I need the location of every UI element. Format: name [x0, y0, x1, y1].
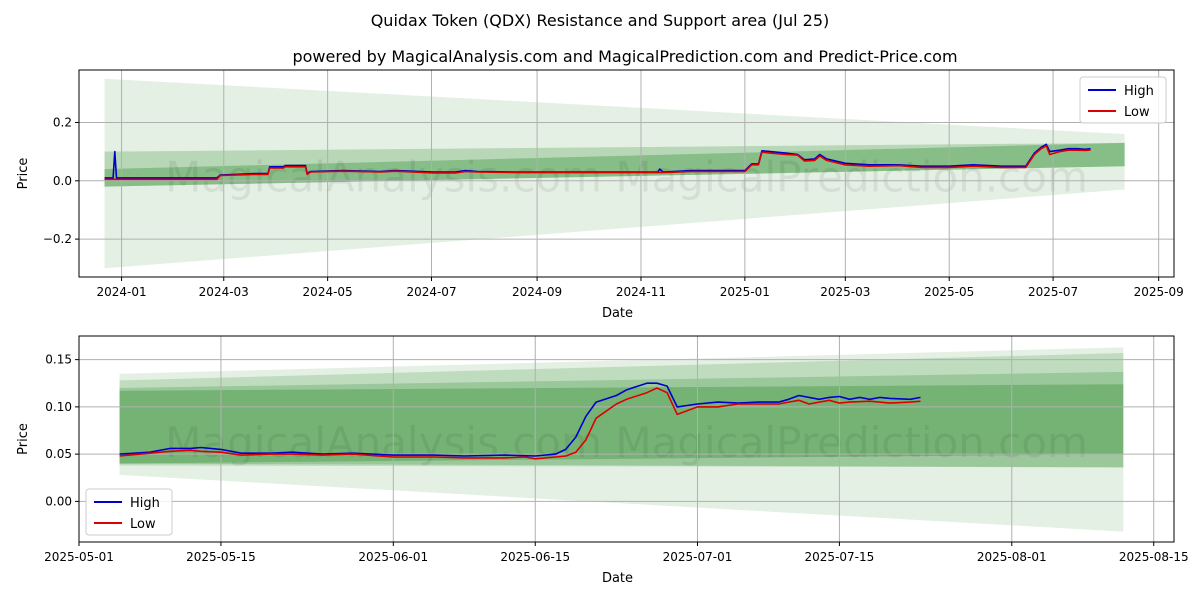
- chart-subtitle: powered by MagicalAnalysis.com and Magic…: [292, 47, 957, 66]
- watermark: MagicalAnalysis.com MagicalPrediction.co…: [165, 418, 1088, 467]
- watermark: MagicalAnalysis.com MagicalPrediction.co…: [165, 153, 1088, 202]
- band-3: [119, 384, 1124, 464]
- x-tick-label: 2025-05-01: [44, 550, 114, 564]
- legend: High Low: [85, 488, 173, 536]
- x-tick-label: 2024-07: [406, 285, 456, 299]
- series-low-line: [119, 387, 921, 460]
- x-tick-label: 2024-09: [512, 285, 562, 299]
- band-2: [119, 371, 1124, 468]
- x-tick-label: 2025-08-01: [977, 550, 1047, 564]
- x-tick-label: 2025-07: [1028, 285, 1078, 299]
- legend-label-high: High: [130, 496, 160, 511]
- x-tick-label: 2025-07-15: [805, 550, 875, 564]
- x-tick-label: 2025-09: [1134, 285, 1184, 299]
- y-tick-label: 0.05: [45, 447, 72, 461]
- band-1: [104, 142, 1125, 187]
- plot-area: MagicalAnalysis.com MagicalPrediction.co…: [79, 70, 1174, 277]
- x-tick-label: 2024-11: [616, 285, 666, 299]
- legend-label-high: High: [1124, 84, 1154, 99]
- x-tick-label: 2025-08-15: [1119, 550, 1189, 564]
- axes-frame: [78, 335, 1175, 543]
- series-high-line: [119, 382, 921, 457]
- x-tick-label: 2024-05: [303, 285, 353, 299]
- band-0: [104, 78, 1125, 269]
- x-tick-label: 2025-05-15: [186, 550, 256, 564]
- x-tick-label: 2025-06-01: [358, 550, 428, 564]
- x-tick-label: 2024-03: [199, 285, 249, 299]
- y-tick-label: 0.15: [45, 353, 72, 367]
- band-0: [119, 347, 1124, 532]
- x-axis-label: Date: [602, 306, 633, 321]
- y-tick-label: 0.10: [45, 400, 72, 414]
- y-tick-label: 0.00: [45, 494, 72, 508]
- legend-label-low: Low: [1124, 105, 1150, 120]
- x-tick-label: 2025-07-01: [663, 550, 733, 564]
- top-panel: MagicalAnalysis.com MagicalPrediction.co…: [16, 69, 1184, 321]
- x-tick-label: 2025-06-15: [500, 550, 570, 564]
- axes-frame: [78, 69, 1175, 278]
- x-tick-label: 2025-05: [924, 285, 974, 299]
- y-axis-label: Price: [16, 158, 31, 190]
- legend: High Low: [1079, 76, 1167, 124]
- y-tick-label: 0.2: [53, 115, 72, 129]
- series-low-line: [104, 145, 1091, 181]
- x-tick-label: 2025-01: [720, 285, 770, 299]
- chart-title: Quidax Token (QDX) Resistance and Suppor…: [371, 11, 830, 30]
- band-2: [104, 142, 1125, 187]
- series-high-line: [104, 143, 1091, 179]
- plot-area: MagicalAnalysis.com MagicalPrediction.co…: [79, 336, 1174, 542]
- y-tick-label: 0.0: [53, 174, 72, 188]
- y-tick-label: −0.2: [43, 232, 72, 246]
- legend-label-low: Low: [130, 517, 156, 532]
- y-axis-label: Price: [16, 423, 31, 455]
- bottom-panel: MagicalAnalysis.com MagicalPrediction.co…: [16, 335, 1189, 586]
- x-tick-label: 2025-03: [820, 285, 870, 299]
- x-axis-label: Date: [602, 571, 633, 586]
- x-tick-label: 2024-01: [97, 285, 147, 299]
- band-1: [119, 353, 1124, 468]
